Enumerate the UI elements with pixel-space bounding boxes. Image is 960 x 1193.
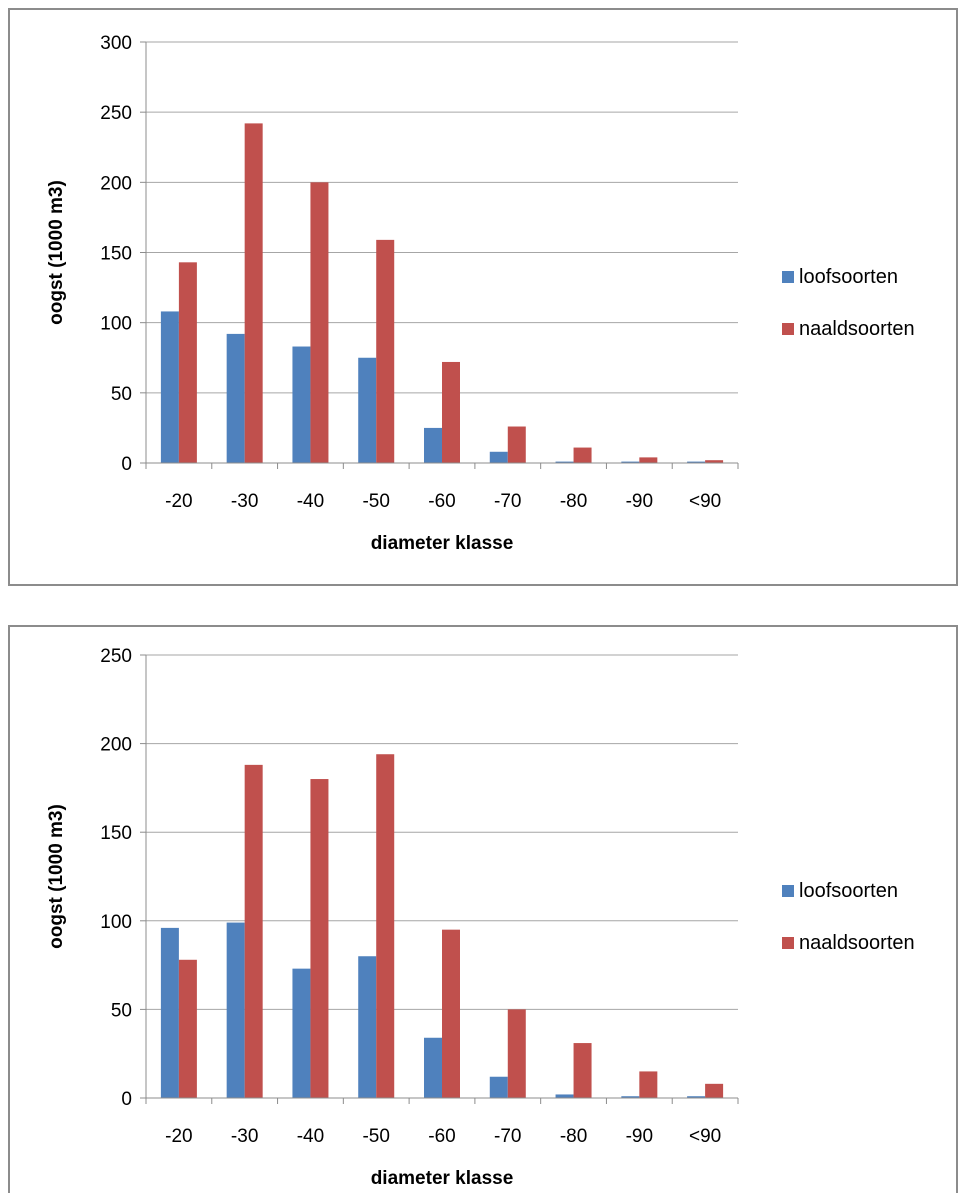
bar-loofsoorten: [358, 357, 377, 463]
x-tick-label: -60: [428, 491, 455, 512]
x-axis-title: diameter klasse: [371, 1168, 514, 1189]
x-tick-label: -60: [428, 1126, 455, 1147]
y-tick-label: 100: [100, 912, 132, 933]
bar-naaldsoorten: [705, 460, 724, 463]
x-tick-label: -80: [560, 491, 587, 512]
y-tick-label: 50: [111, 1000, 132, 1021]
legend-label-loofsoorten: loofsoorten: [799, 880, 898, 902]
legend-swatch-loofsoorten: [782, 271, 794, 283]
legend-label-loofsoorten: loofsoorten: [799, 266, 898, 288]
x-tick-label: -20: [165, 1126, 192, 1147]
bar-naaldsoorten: [639, 457, 658, 463]
y-tick-label: 200: [100, 735, 132, 756]
bar-loofsoorten: [555, 1094, 574, 1098]
bar-loofsoorten: [687, 461, 706, 463]
bar-loofsoorten: [489, 1076, 508, 1098]
bar-loofsoorten: [160, 927, 179, 1098]
bar-loofsoorten: [489, 451, 508, 463]
bar-loofsoorten: [226, 333, 245, 463]
y-axis-title: oogst (1000 m3): [46, 804, 67, 949]
bar-naaldsoorten: [507, 1009, 526, 1098]
y-tick-label: 250: [100, 646, 132, 667]
y-axis-title: oogst (1000 m3): [46, 180, 67, 325]
bar-chart-2: 0 50 100 150 200 250 -20 -30 -40 -50 -60 -70 -80 -90 <…: [46, 646, 915, 1189]
bar-naaldsoorten: [573, 447, 592, 463]
bar-loofsoorten: [292, 968, 311, 1098]
x-tick-label: -90: [626, 1126, 653, 1147]
legend-swatch-naaldsoorten: [782, 937, 794, 949]
bar-naaldsoorten: [705, 1083, 724, 1098]
bar-loofsoorten: [621, 1096, 640, 1098]
bar-loofsoorten: [292, 346, 311, 463]
bar-loofsoorten: [160, 311, 179, 463]
x-tick-label: -30: [231, 1126, 258, 1147]
bar-loofsoorten: [555, 461, 574, 463]
y-tick-label: 0: [121, 1089, 132, 1110]
y-tick-label: 150: [100, 244, 132, 265]
bar-naaldsoorten: [178, 959, 197, 1098]
x-tick-label: <90: [689, 491, 721, 512]
bar-naaldsoorten: [376, 239, 395, 463]
x-tick-label: -90: [626, 491, 653, 512]
x-tick-label: -50: [362, 491, 389, 512]
y-tick-label: 50: [111, 384, 132, 405]
bar-loofsoorten: [687, 1096, 706, 1098]
x-tick-label: -20: [165, 491, 192, 512]
bar-loofsoorten: [358, 956, 377, 1098]
x-tick-label: -50: [362, 1126, 389, 1147]
bar-naaldsoorten: [442, 929, 460, 1098]
legend-label-naaldsoorten: naaldsoorten: [799, 318, 915, 340]
y-tick-label: 0: [121, 454, 132, 475]
y-tick-label: 250: [100, 103, 132, 124]
y-tick-label: 200: [100, 173, 132, 194]
bar-naaldsoorten: [178, 262, 197, 463]
x-tick-label: -80: [560, 1126, 587, 1147]
x-tick-label: -40: [297, 491, 324, 512]
bar-loofsoorten: [424, 1037, 442, 1098]
bar-naaldsoorten: [639, 1071, 658, 1098]
legend-label-naaldsoorten: naaldsoorten: [799, 932, 915, 954]
x-tick-label: -30: [231, 491, 258, 512]
x-tick-label: -40: [297, 1126, 324, 1147]
chart-panel-2: 0 50 100 150 200 250 -20 -30 -40 -50 -60 -70 -80 -90 <…: [8, 625, 958, 1193]
bar-naaldsoorten: [573, 1043, 592, 1098]
bar-naaldsoorten: [244, 123, 263, 463]
chart-panel-1: 0 50 100 150 200 250 300 -20 -30 -40 -50 -60 -70 -80 -…: [8, 8, 958, 586]
x-axis-title: diameter klasse: [371, 533, 514, 554]
y-tick-label: 300: [100, 33, 132, 54]
x-tick-label: -70: [494, 1126, 521, 1147]
bar-naaldsoorten: [310, 182, 329, 464]
y-tick-label: 100: [100, 314, 132, 335]
bar-loofsoorten: [226, 922, 245, 1098]
bar-naaldsoorten: [442, 361, 460, 463]
x-tick-label: <90: [689, 1126, 721, 1147]
bar-naaldsoorten: [310, 779, 329, 1098]
bar-chart-1: 0 50 100 150 200 250 300 -20 -30 -40 -50 -60 -70 -80 -…: [46, 33, 915, 554]
bar-loofsoorten: [424, 427, 442, 463]
legend-swatch-loofsoorten: [782, 885, 794, 897]
bar-naaldsoorten: [244, 764, 263, 1098]
bar-naaldsoorten: [376, 754, 395, 1098]
x-tick-label: -70: [494, 491, 521, 512]
bar-loofsoorten: [621, 461, 640, 463]
legend-swatch-naaldsoorten: [782, 323, 794, 335]
y-tick-label: 150: [100, 823, 132, 844]
bar-naaldsoorten: [507, 426, 526, 463]
